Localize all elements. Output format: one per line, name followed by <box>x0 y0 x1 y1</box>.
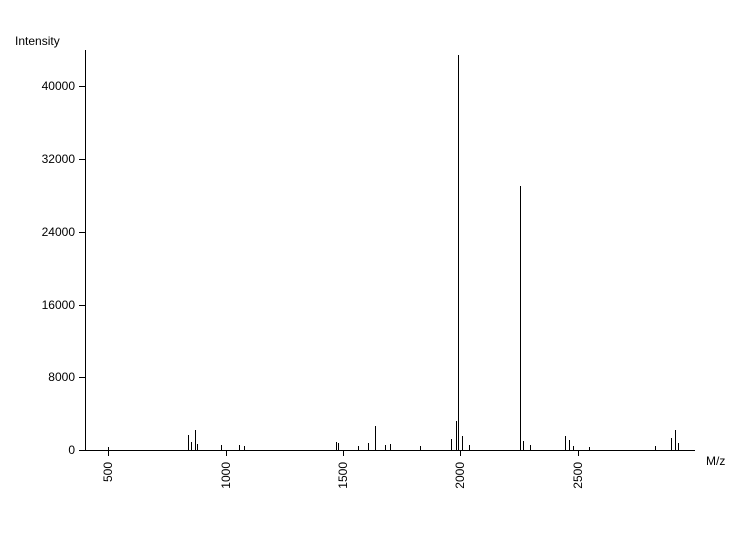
y-tick <box>79 305 85 306</box>
peak <box>520 186 521 450</box>
y-tick-label: 32000 <box>0 152 75 166</box>
peak <box>530 445 531 450</box>
x-tick-label: 2000 <box>453 462 467 489</box>
peak <box>188 435 189 450</box>
peak <box>221 445 222 450</box>
x-tick <box>460 450 461 456</box>
peak <box>569 440 570 450</box>
peak <box>420 446 421 450</box>
peak <box>565 436 566 450</box>
y-tick <box>79 450 85 451</box>
peak <box>456 421 457 450</box>
x-axis-title: M/z <box>706 454 725 468</box>
x-axis-line <box>85 450 695 451</box>
y-axis-title: Intensity <box>15 34 60 48</box>
peak <box>458 55 459 450</box>
peak <box>385 445 386 450</box>
peak <box>239 445 240 450</box>
peak <box>655 446 656 450</box>
x-tick <box>226 450 227 456</box>
x-tick-label: 1000 <box>219 462 233 489</box>
y-tick <box>79 377 85 378</box>
peak <box>368 443 369 450</box>
plot-area <box>85 50 695 450</box>
peak <box>108 447 109 450</box>
x-tick <box>108 450 109 456</box>
y-tick-label: 8000 <box>0 370 75 384</box>
peak <box>358 446 359 450</box>
peak <box>195 430 196 450</box>
peak <box>573 446 574 450</box>
x-tick-label: 500 <box>101 462 115 482</box>
peak <box>675 430 676 450</box>
x-tick <box>578 450 579 456</box>
peak <box>589 447 590 450</box>
peak <box>338 443 339 450</box>
y-tick <box>79 86 85 87</box>
peak <box>451 439 452 450</box>
x-tick-label: 1500 <box>336 462 350 489</box>
x-tick <box>343 450 344 456</box>
peak <box>336 442 337 450</box>
y-tick-label: 16000 <box>0 298 75 312</box>
x-tick-label: 2500 <box>571 462 585 489</box>
y-tick-label: 24000 <box>0 225 75 239</box>
peak <box>523 441 524 450</box>
peak <box>469 445 470 450</box>
peak <box>462 436 463 450</box>
peak <box>390 444 391 450</box>
peak <box>375 426 376 450</box>
y-axis-line <box>85 50 86 450</box>
y-tick-label: 0 <box>0 443 75 457</box>
peak <box>197 444 198 450</box>
spectrum-canvas: Intensity M/z 0800016000240003200040000 … <box>0 0 750 540</box>
y-tick <box>79 232 85 233</box>
peak <box>678 443 679 450</box>
peak <box>671 438 672 450</box>
y-tick <box>79 159 85 160</box>
y-tick-label: 40000 <box>0 79 75 93</box>
peak <box>244 446 245 450</box>
peak <box>191 442 192 450</box>
